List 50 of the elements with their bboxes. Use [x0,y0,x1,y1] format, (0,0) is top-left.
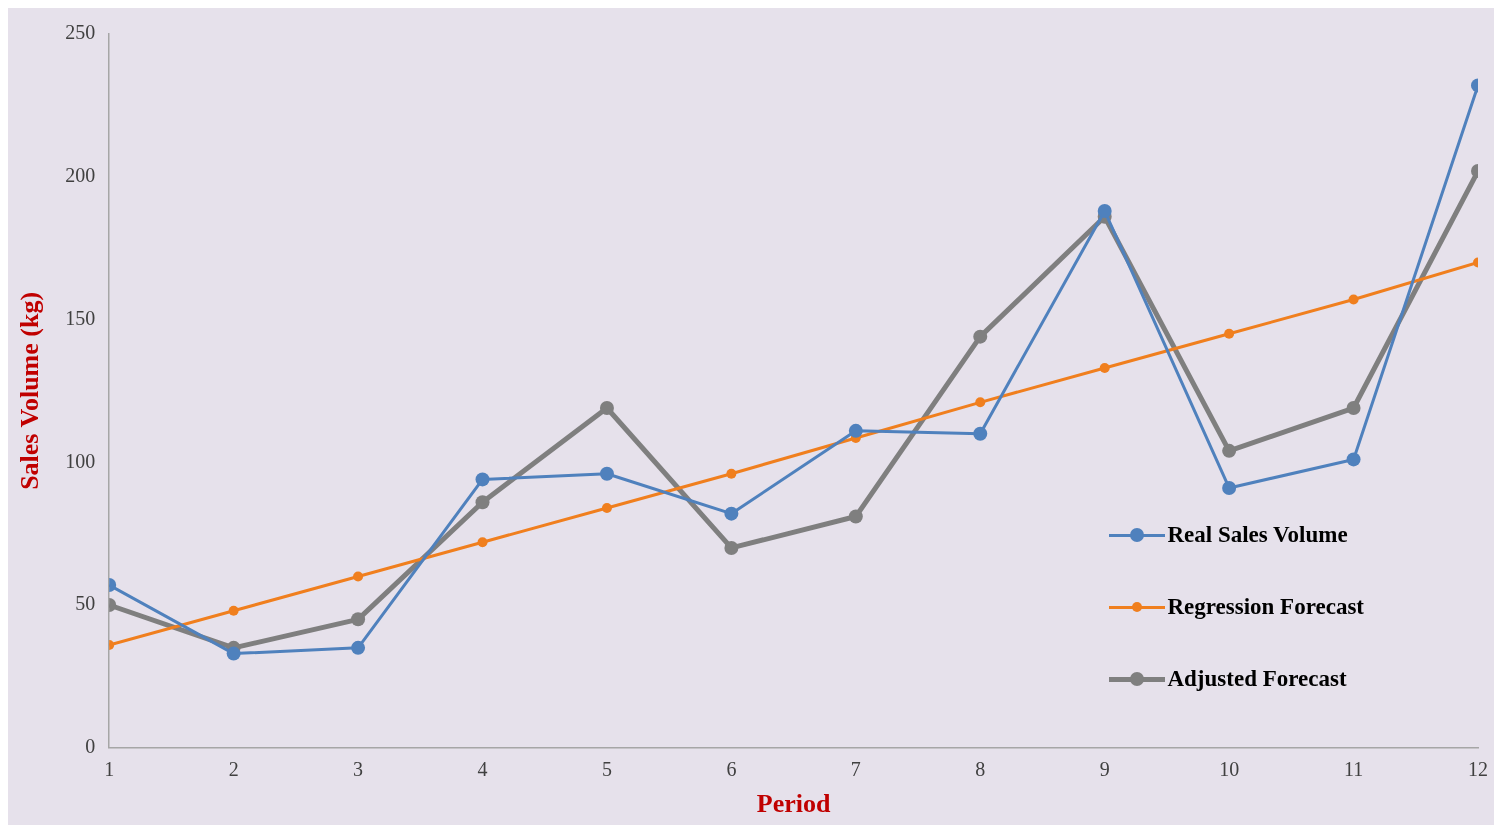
x-tick-label: 5 [601,758,612,781]
point [848,423,863,438]
y-axis-title: Sales Volume (kg) [15,291,45,490]
point [599,401,614,416]
point [351,612,366,627]
point [351,640,366,655]
y-tick-label: 200 [65,164,96,187]
x-tick-label: 11 [1343,758,1364,781]
point [1099,363,1110,374]
x-tick-label: 2 [228,758,239,781]
y-tick-label: 100 [65,449,96,472]
x-tick-label: 3 [353,758,364,781]
legend-label: Regression Forecast [1167,594,1364,620]
point [726,468,737,479]
point [1224,328,1235,339]
point [973,426,988,441]
point [1097,204,1112,219]
y-tick-label: 50 [75,592,96,615]
point [973,329,988,344]
point [975,397,986,408]
y-tick-label: 250 [65,21,96,44]
point [353,571,364,582]
x-tick-label: 4 [477,758,488,781]
x-tick-label: 12 [1468,758,1488,781]
point [475,472,490,487]
x-axis-title: Period [756,789,831,819]
point [475,495,490,510]
point [477,537,488,548]
legend-label: Real Sales Volume [1167,522,1348,548]
x-tick-label: 10 [1219,758,1240,781]
x-tick-label: 1 [104,758,115,781]
x-tick-label: 8 [975,758,986,781]
point [724,540,739,555]
y-tick-label: 0 [85,735,96,758]
y-tick-label: 150 [65,306,96,329]
point [228,605,239,616]
point [601,502,612,513]
x-tick-label: 7 [850,758,861,781]
point [599,466,614,481]
x-tick-label: 9 [1099,758,1110,781]
point [1222,443,1237,458]
legend-label: Adjusted Forecast [1167,666,1347,692]
point [1222,480,1237,495]
point [724,506,739,521]
point [1346,401,1361,416]
point [1346,452,1361,467]
point [848,509,863,524]
point [226,646,241,661]
x-tick-label: 6 [726,758,737,781]
point [1348,294,1359,305]
